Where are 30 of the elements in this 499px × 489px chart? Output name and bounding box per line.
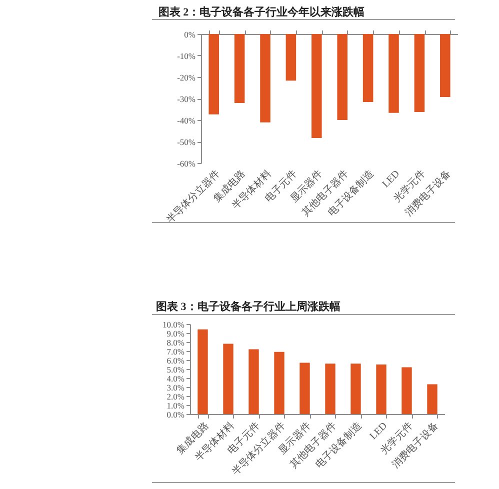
y-tick-label: 2.0%: [166, 392, 184, 402]
chart-title: 图表 2：电子设备各子行业今年以来涨跌幅: [158, 6, 365, 18]
bar: [350, 364, 361, 414]
y-tick-label: 4.0%: [166, 374, 184, 384]
bar: [223, 344, 234, 414]
y-tick-label: 5.0%: [166, 364, 184, 374]
bar: [427, 384, 438, 414]
y-tick-label: 0%: [184, 30, 196, 40]
y-tick-label: -50%: [177, 137, 196, 147]
bar: [325, 364, 336, 414]
y-tick-label: 0.0%: [166, 410, 184, 420]
y-tick-label: -60%: [177, 158, 196, 168]
bar: [274, 352, 284, 414]
y-tick-label: 7.0%: [166, 346, 184, 356]
chart-title: 图表 3：电子设备各子行业上周涨跌幅: [156, 300, 340, 313]
bar: [376, 364, 386, 414]
y-tick-label: 6.0%: [166, 356, 184, 366]
y-tick-label: -10%: [177, 51, 196, 61]
bar: [300, 362, 310, 414]
bar: [198, 329, 208, 414]
bar: [248, 349, 259, 414]
y-tick-label: 8.0%: [166, 338, 184, 348]
y-tick-label: 3.0%: [166, 382, 184, 392]
y-tick-label: -30%: [177, 94, 196, 104]
y-tick-label: -20%: [177, 72, 196, 82]
y-tick-label: 10.0%: [162, 320, 184, 330]
bar: [402, 367, 412, 414]
y-tick-label: 9.0%: [166, 328, 184, 338]
y-tick-label: -40%: [177, 116, 196, 126]
y-tick-label: 1.0%: [166, 400, 184, 410]
